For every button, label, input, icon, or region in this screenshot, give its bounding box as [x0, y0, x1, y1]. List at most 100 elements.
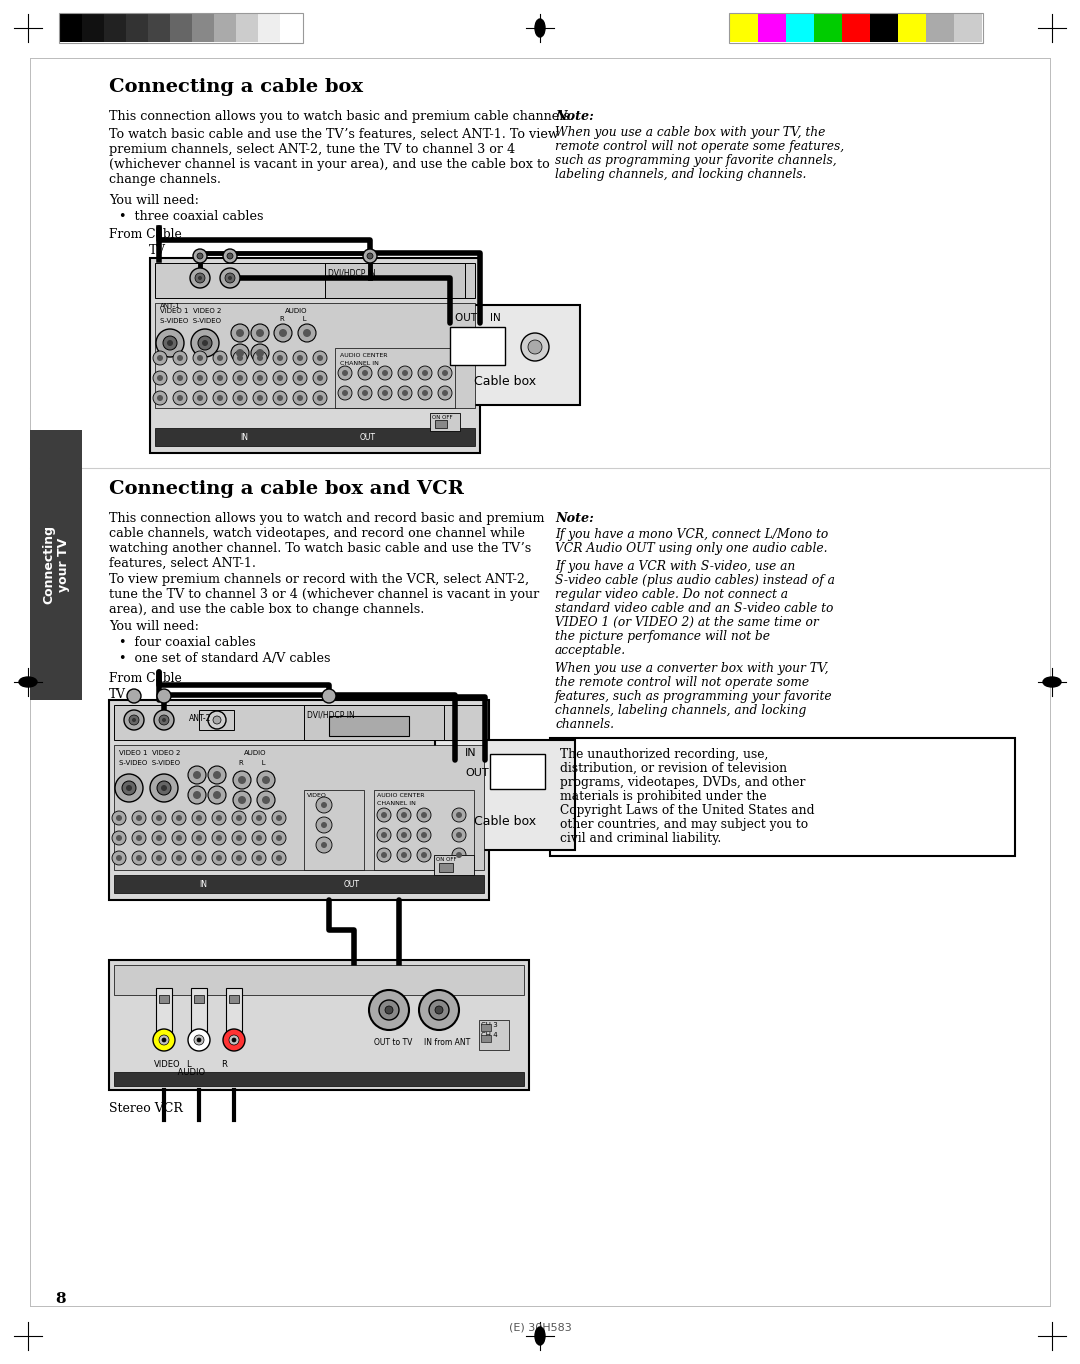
Text: VIDEO 1  VIDEO 2: VIDEO 1 VIDEO 2	[160, 308, 221, 314]
Circle shape	[114, 773, 143, 802]
Bar	[156, 263, 475, 297]
Text: Cable box: Cable box	[474, 375, 536, 387]
Circle shape	[197, 1038, 201, 1042]
Circle shape	[456, 832, 462, 837]
Circle shape	[257, 771, 275, 788]
Circle shape	[342, 390, 348, 396]
Circle shape	[208, 786, 226, 803]
Circle shape	[193, 791, 201, 799]
Circle shape	[176, 855, 183, 861]
Circle shape	[116, 855, 122, 861]
Text: labeling channels, and locking channels.: labeling channels, and locking channels.	[555, 168, 807, 181]
Circle shape	[316, 797, 332, 813]
Circle shape	[229, 1035, 239, 1045]
Circle shape	[419, 990, 459, 1030]
Circle shape	[276, 816, 282, 821]
Circle shape	[208, 711, 226, 728]
Circle shape	[438, 366, 453, 381]
Circle shape	[273, 371, 287, 385]
Circle shape	[251, 325, 269, 342]
Circle shape	[193, 250, 207, 263]
Circle shape	[193, 371, 207, 385]
Circle shape	[421, 832, 427, 837]
Text: OUT    IN: OUT IN	[455, 312, 501, 323]
Bar	[786, 14, 814, 42]
Circle shape	[272, 831, 286, 846]
Text: IN from ANT: IN from ANT	[424, 1038, 470, 1048]
Bar	[114, 705, 484, 741]
Text: premium channels, select ANT-2, tune the TV to channel 3 or 4: premium channels, select ANT-2, tune the…	[109, 143, 515, 155]
Text: Note:: Note:	[555, 110, 594, 123]
Circle shape	[237, 329, 244, 337]
Circle shape	[116, 816, 122, 821]
Circle shape	[422, 370, 428, 376]
Circle shape	[256, 835, 262, 842]
Circle shape	[237, 835, 242, 842]
Circle shape	[453, 848, 465, 862]
Circle shape	[213, 716, 221, 724]
Circle shape	[318, 375, 323, 381]
Circle shape	[172, 851, 186, 865]
Circle shape	[438, 386, 453, 400]
Text: IN: IN	[465, 747, 476, 758]
Circle shape	[367, 252, 373, 259]
Circle shape	[252, 812, 266, 825]
Ellipse shape	[19, 677, 37, 687]
Circle shape	[253, 371, 267, 385]
Circle shape	[402, 370, 408, 376]
Circle shape	[153, 1028, 175, 1052]
Bar	[170, 14, 192, 42]
Text: distribution, or revision of television: distribution, or revision of television	[561, 762, 787, 775]
Circle shape	[303, 329, 311, 337]
Circle shape	[156, 329, 184, 357]
Circle shape	[157, 375, 163, 381]
Circle shape	[384, 1007, 393, 1013]
Bar	[550, 738, 1015, 857]
Circle shape	[228, 276, 232, 280]
Circle shape	[298, 325, 316, 342]
Circle shape	[381, 812, 387, 818]
Circle shape	[318, 355, 323, 361]
Circle shape	[217, 396, 222, 401]
Circle shape	[227, 252, 233, 259]
Circle shape	[191, 329, 219, 357]
Circle shape	[233, 391, 247, 405]
Circle shape	[417, 828, 431, 842]
Circle shape	[193, 391, 207, 405]
Circle shape	[237, 349, 244, 357]
Circle shape	[192, 851, 206, 865]
Circle shape	[217, 375, 222, 381]
Text: L: L	[186, 1060, 191, 1069]
Circle shape	[453, 807, 465, 822]
Circle shape	[136, 855, 141, 861]
Circle shape	[257, 375, 264, 381]
Circle shape	[237, 355, 243, 361]
Circle shape	[262, 776, 270, 784]
Circle shape	[318, 396, 323, 401]
Text: civil and criminal liability.: civil and criminal liability.	[561, 832, 721, 846]
Text: other countries, and may subject you to: other countries, and may subject you to	[561, 818, 808, 831]
Circle shape	[129, 715, 139, 726]
Circle shape	[399, 386, 411, 400]
Circle shape	[382, 370, 388, 376]
Text: programs, videotapes, DVDs, and other: programs, videotapes, DVDs, and other	[561, 776, 806, 788]
Circle shape	[195, 835, 202, 842]
Circle shape	[162, 717, 166, 722]
Circle shape	[167, 340, 173, 346]
Circle shape	[177, 375, 183, 381]
Text: Copyright Laws of the United States and: Copyright Laws of the United States and	[561, 803, 814, 817]
Circle shape	[173, 391, 187, 405]
Bar	[192, 14, 214, 42]
Circle shape	[322, 689, 336, 702]
Circle shape	[153, 371, 167, 385]
Text: CH 3: CH 3	[481, 1022, 498, 1028]
Bar	[82, 14, 104, 42]
Text: watching another channel. To watch basic cable and use the TV’s: watching another channel. To watch basic…	[109, 542, 531, 555]
Bar	[191, 988, 207, 1033]
Circle shape	[456, 852, 462, 858]
Circle shape	[262, 797, 270, 803]
Circle shape	[124, 711, 144, 730]
Text: You will need:: You will need:	[109, 194, 199, 207]
Circle shape	[122, 782, 136, 795]
Circle shape	[232, 851, 246, 865]
